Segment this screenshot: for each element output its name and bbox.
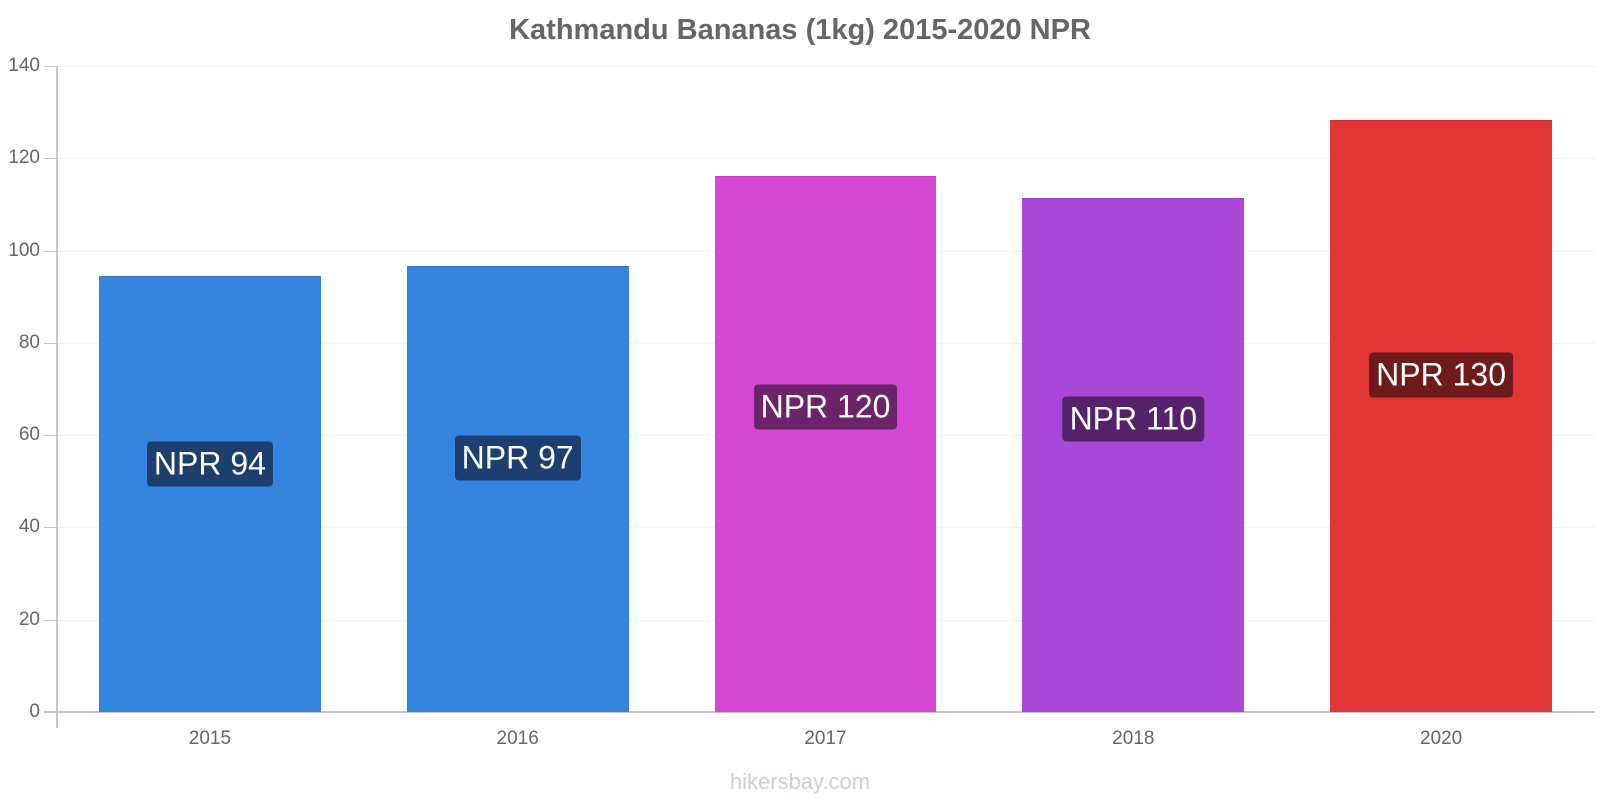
bar-2020[interactable] [1330, 120, 1552, 712]
x-tick-label: 2015 [188, 728, 232, 749]
x-tick-label: 2020 [1419, 728, 1463, 749]
y-tick-label: 140 [8, 55, 40, 76]
y-tick-label: 40 [18, 516, 40, 537]
bar-value-label: NPR 94 [146, 441, 273, 487]
bar-2015[interactable] [99, 276, 321, 712]
y-tick-mark [44, 620, 56, 621]
y-tick-mark [44, 527, 56, 528]
y-tick-label: 80 [18, 332, 40, 353]
gridline [56, 66, 1595, 67]
chart-title: Kathmandu Bananas (1kg) 2015-2020 NPR [509, 14, 1091, 46]
y-tick-label: 0 [29, 701, 40, 722]
x-tick-label: 2017 [804, 728, 847, 749]
gridline [56, 158, 1595, 159]
y-tick-mark [44, 343, 56, 344]
bar-value-label: NPR 130 [1369, 352, 1514, 398]
y-tick-label: 60 [18, 424, 40, 445]
x-axis-line [44, 711, 1595, 713]
watermark: hikersbay.com [729, 769, 871, 794]
x-tick-label: 2016 [496, 728, 539, 749]
y-tick-mark [44, 251, 56, 252]
bar-2018[interactable] [1022, 198, 1245, 712]
bar-2017[interactable] [714, 176, 937, 712]
y-axis-line [56, 66, 58, 728]
y-tick-label: 120 [8, 147, 40, 168]
y-tick-label: 100 [8, 240, 40, 261]
y-tick-label: 20 [18, 609, 40, 630]
bar-2016[interactable] [406, 265, 629, 712]
y-tick-mark [44, 158, 56, 159]
x-tick-label: 2018 [1112, 728, 1155, 749]
y-tick-mark [44, 66, 56, 67]
y-tick-mark [44, 435, 56, 436]
bar-value-label: NPR 97 [454, 435, 581, 481]
bar-value-label: NPR 120 [753, 384, 898, 430]
bar-value-label: NPR 110 [1062, 396, 1205, 442]
